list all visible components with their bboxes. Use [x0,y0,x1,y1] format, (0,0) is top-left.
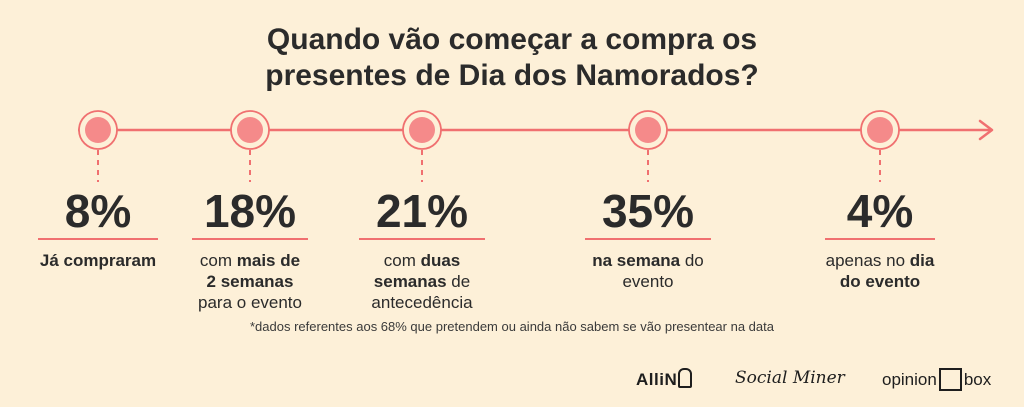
opinion-box-text-left: opinion [882,370,937,389]
value-underline [359,238,485,240]
label-segment: com [383,251,421,270]
label-segment: do [680,251,704,270]
percentage-value: 21% [375,185,469,237]
value-underline [585,238,711,240]
label-segment: na semana [592,251,681,270]
allin-mark-icon [678,368,693,388]
title-line-1: Quando vão começar a compra os [266,23,758,56]
timeline-marker-dot [867,117,893,143]
percentage-value: 4% [846,185,914,237]
opinion-box-text-right: box [963,370,992,389]
label-segment: evento [622,272,674,291]
percentage-value: 8% [64,185,132,237]
footnote: *dados referentes aos 68% que pretendem … [250,319,774,334]
allin-logo: AlliN [636,368,693,390]
title-line-2: presentes de Dia dos Namorados? [265,59,759,92]
arrow-head-icon [978,119,994,141]
label-segment: Já compraram [39,251,157,270]
timeline-item: 21% com duas semanas de antecedência [357,185,487,313]
social-miner-logo: Social Miner [735,368,845,388]
value-underline [825,238,935,240]
percentage-value: 35% [601,185,695,237]
opinion-box-logo: opinion box [882,368,991,391]
box-icon [938,368,962,391]
label-segment: antecedência [371,293,473,312]
label-segment: do evento [839,272,921,291]
label-segment: duas [420,251,461,270]
label-segment: semanas [373,272,447,291]
timeline-marker-dot [409,117,435,143]
item-label: com duas semanas de antecedência [357,250,487,313]
timeline-marker-dot [635,117,661,143]
timeline-marker-dot [85,117,111,143]
allin-logo-text: AlliN [636,370,678,389]
value-underline [38,238,158,240]
percentage-value: 18% [203,185,297,237]
item-label: apenas no dia do evento [810,250,950,292]
label-segment: para o evento [198,293,302,312]
label-segment: 2 semanas [206,272,294,291]
value-underline [192,238,308,240]
item-label: Já compraram [38,250,158,271]
label-segment: apenas no [825,251,910,270]
item-label: com mais de 2 semanas para o evento [185,250,315,313]
timeline-item: 18% com mais de 2 semanas para o evento [185,185,315,313]
label-segment: com [199,251,237,270]
label-segment: mais de [236,251,301,270]
item-label: na semana do evento [578,250,718,292]
timeline-marker-dot [237,117,263,143]
timeline-item: 35% na semana do evento [578,185,718,292]
timeline-item: 8% Já compraram [38,185,158,271]
label-segment: de [446,272,471,291]
label-segment: dia [909,251,935,270]
chart-title: Quando vão começar a compra os presentes… [0,22,1024,94]
timeline-item: 4% apenas no dia do evento [810,185,950,292]
